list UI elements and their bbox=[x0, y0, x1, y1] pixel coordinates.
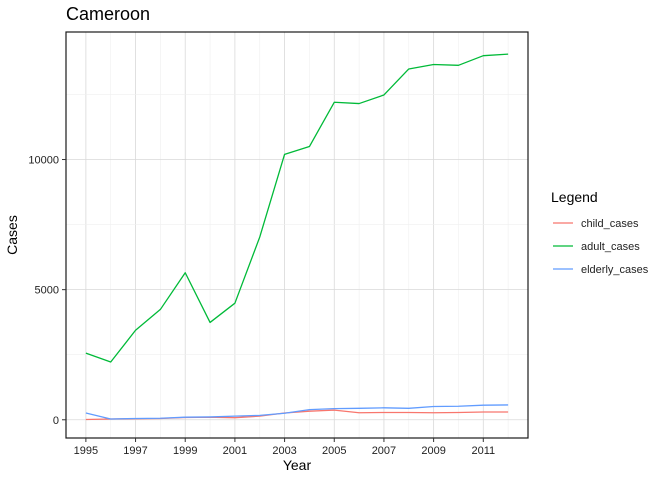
y-tick-label: 5000 bbox=[35, 285, 59, 297]
series-line-elderly-cases bbox=[85, 404, 509, 420]
x-tick-label: 2001 bbox=[223, 445, 247, 457]
y-axis-title: Cases bbox=[4, 215, 20, 255]
grid bbox=[66, 32, 528, 438]
series-line-adult-cases bbox=[85, 53, 509, 363]
chart-title: Cameroon bbox=[66, 4, 150, 24]
legend-label-elderly-cases: elderly_cases bbox=[581, 264, 649, 276]
y-tick-label: 0 bbox=[53, 415, 59, 427]
plot-border bbox=[65, 31, 529, 439]
y-tick-label: 10000 bbox=[28, 155, 59, 167]
y-axis: 0 5000 10000 bbox=[28, 155, 66, 427]
legend-label-adult-cases: adult_cases bbox=[581, 241, 640, 253]
x-tick-label: 1997 bbox=[123, 445, 147, 457]
x-tick-label: 2005 bbox=[322, 445, 346, 457]
legend-title: Legend bbox=[551, 189, 598, 205]
x-tick-label: 2011 bbox=[471, 445, 495, 457]
series-lines bbox=[85, 53, 509, 421]
x-axis: 1995 1997 1999 2001 2003 2005 2007 2009 2011 bbox=[74, 438, 495, 457]
x-tick-label: 2009 bbox=[421, 445, 445, 457]
x-tick-label: 1999 bbox=[173, 445, 197, 457]
legend-label-child-cases: child_cases bbox=[581, 218, 639, 230]
legend-items: child_cases adult_cases elderly_cases bbox=[553, 218, 649, 276]
legend: Legend child_cases adult_cases elderly_cas… bbox=[551, 189, 649, 276]
x-axis-title: Year bbox=[283, 457, 312, 473]
x-tick-label: 1995 bbox=[74, 445, 98, 457]
x-tick-label: 2007 bbox=[372, 445, 396, 457]
x-tick-label: 2003 bbox=[272, 445, 296, 457]
